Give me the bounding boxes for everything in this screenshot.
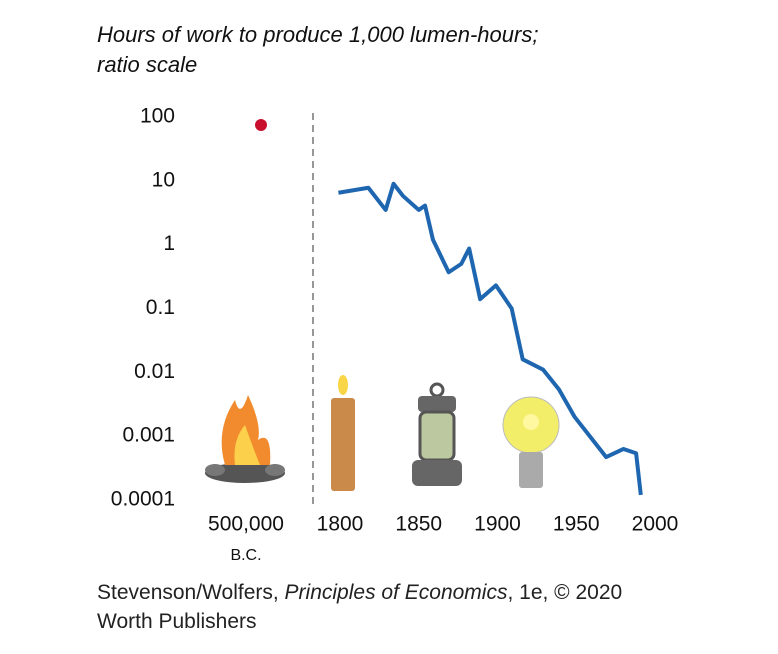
x-tick-label: 1950 <box>553 513 600 536</box>
chart-subtitle: ratio scale <box>97 52 197 77</box>
line-series <box>338 181 643 496</box>
x-tick-label: 1850 <box>395 513 442 536</box>
credit-text: Worth Publishers <box>97 610 257 633</box>
credit-text: Stevenson/Wolfers, <box>97 581 285 604</box>
candle-icon <box>331 375 355 491</box>
x-tick-label: 1900 <box>474 513 521 536</box>
prehistoric-point <box>255 118 267 131</box>
y-tick-label: 1 <box>163 232 175 255</box>
credit: Stevenson/Wolfers, Principles of Economi… <box>97 578 622 636</box>
credit-book: Principles of Economics <box>284 581 508 604</box>
y-tick-label: 0.1 <box>146 296 175 319</box>
chart-title: Hours of work to produce 1,000 lumen-hou… <box>97 22 538 47</box>
fire-icon <box>205 395 285 483</box>
y-tick-label: 0.0001 <box>111 488 175 511</box>
y-tick-label: 0.01 <box>134 360 175 383</box>
prehistoric-sublabel: B.C. <box>230 547 261 564</box>
chart: Hours of work to produce 1,000 lumen-hou… <box>97 22 679 564</box>
y-tick-label: 100 <box>140 105 175 128</box>
x-tick-label: 2000 <box>632 513 679 536</box>
y-tick-label: 0.001 <box>122 424 175 447</box>
bulb-icon <box>502 396 560 488</box>
lantern-icon <box>412 382 462 486</box>
prehistoric-label: 500,000 <box>208 513 284 536</box>
credit-text: , 1e, © 2020 <box>507 581 623 604</box>
y-tick-label: 10 <box>152 168 175 191</box>
x-tick-label: 1800 <box>317 513 364 536</box>
